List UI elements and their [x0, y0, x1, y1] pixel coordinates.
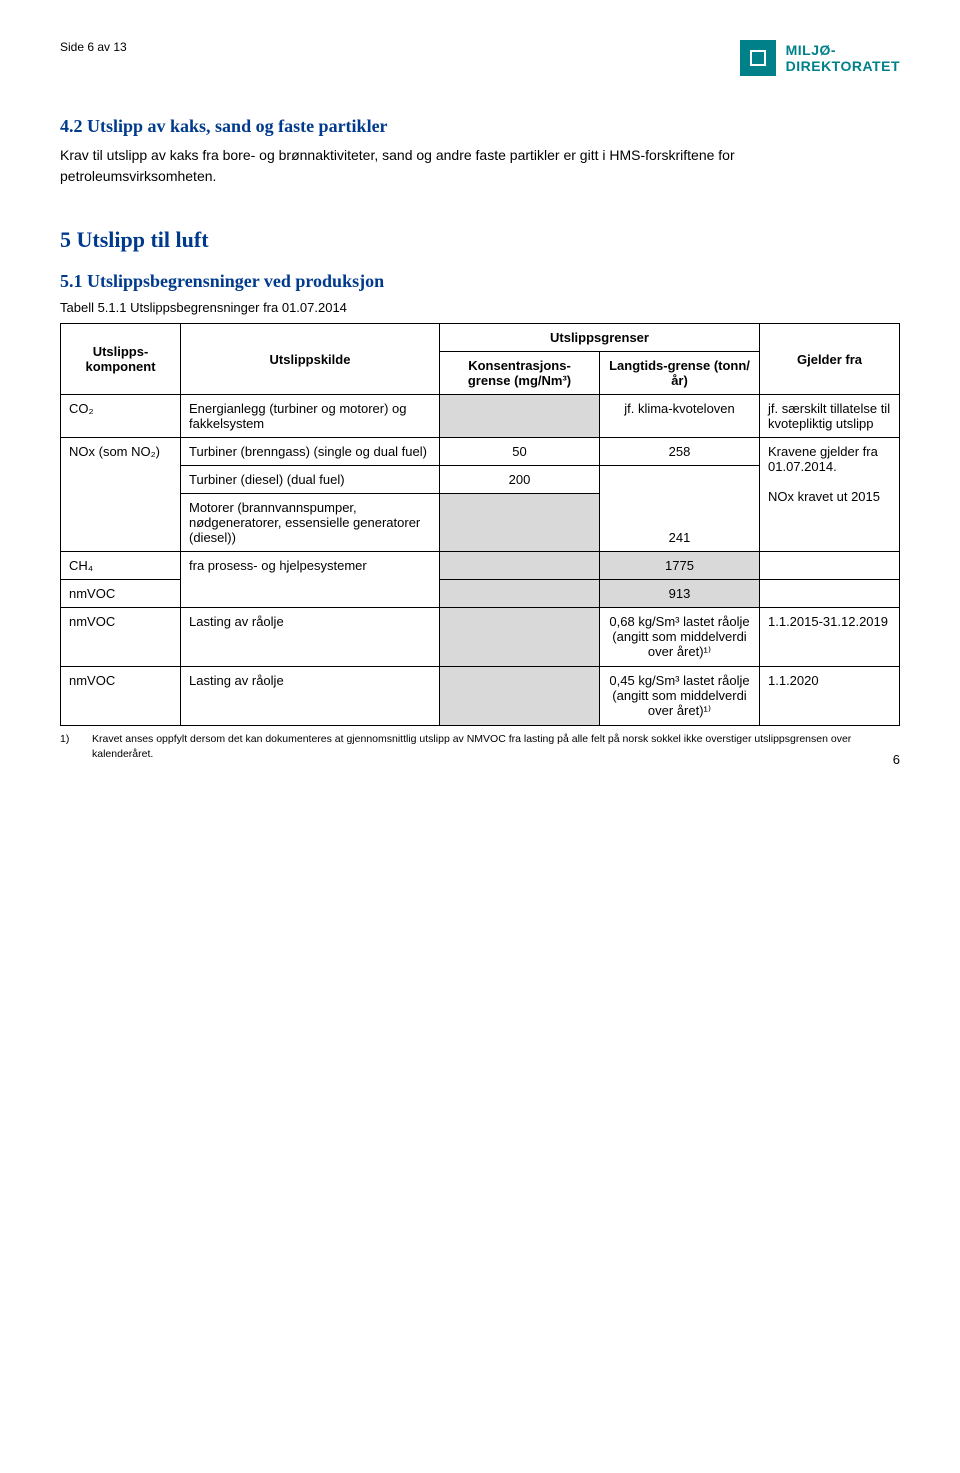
paragraph-4-2: Krav til utslipp av kaks fra bore- og br… — [60, 145, 860, 187]
cell-co2-langtids: jf. klima-kvoteloven — [600, 395, 760, 438]
cell-co2-kons — [440, 395, 600, 438]
cell-ch4-kilde: fra prosess- og hjelpesystemer — [181, 552, 440, 608]
cell-nmvoc3-kons — [440, 667, 600, 726]
cell-co2-gjelder: jf. særskilt tillatelse til kvotepliktig… — [760, 395, 900, 438]
heading-5: 5 Utslipp til luft — [60, 227, 900, 253]
footnote: 1) Kravet anses oppfylt dersom det kan d… — [60, 732, 900, 761]
logo-mark — [740, 40, 776, 76]
th-konsentrasjon: Konsentrasjons-grense (mg/Nm³) — [440, 352, 600, 395]
cell-nmvoc2-gjelder: 1.1.2015-31.12.2019 — [760, 608, 900, 667]
footnote-marker: 1) — [60, 732, 76, 761]
page-reference: Side 6 av 13 — [60, 40, 127, 54]
cell-nox-kilde2: Turbiner (diesel) (dual fuel) — [181, 466, 440, 494]
table-row: nmVOC Lasting av råolje 0,45 kg/Sm³ last… — [61, 667, 900, 726]
cell-nmvoc1-komp: nmVOC — [61, 580, 181, 608]
table-row: CH₄ fra prosess- og hjelpesystemer 1775 — [61, 552, 900, 580]
cell-nox-komp: NOx (som NO₂) — [61, 438, 181, 552]
footnote-text: Kravet anses oppfylt dersom det kan doku… — [92, 732, 900, 761]
cell-nox-gjelder: Kravene gjelder fra 01.07.2014. NOx krav… — [760, 438, 900, 552]
cell-nox-kilde1: Turbiner (brenngass) (single og dual fue… — [181, 438, 440, 466]
cell-nmvoc3-langtids: 0,45 kg/Sm³ lastet råolje (angitt som mi… — [600, 667, 760, 726]
heading-4-2: 4.2 Utslipp av kaks, sand og faste parti… — [60, 116, 900, 137]
th-langtids: Langtids-grense (tonn/år) — [600, 352, 760, 395]
table-row: NOx (som NO₂) Turbiner (brenngass) (sing… — [61, 438, 900, 466]
th-gjelder: Gjelder fra — [760, 324, 900, 395]
cell-nmvoc1-kons — [440, 580, 600, 608]
cell-nmvoc1-gjelder — [760, 580, 900, 608]
cell-nox-lang1: 258 — [600, 438, 760, 466]
cell-nmvoc2-langtids: 0,68 kg/Sm³ lastet råolje (angitt som mi… — [600, 608, 760, 667]
table-caption: Tabell 5.1.1 Utslippsbegrensninger fra 0… — [60, 300, 900, 315]
table-row: nmVOC Lasting av råolje 0,68 kg/Sm³ last… — [61, 608, 900, 667]
cell-ch4-komp: CH₄ — [61, 552, 181, 580]
cell-nmvoc2-kons — [440, 608, 600, 667]
agency-logo: MILJØ- DIREKTORATET — [740, 40, 900, 76]
logo-line-2: DIREKTORATET — [786, 58, 900, 74]
cell-nmvoc2-kilde: Lasting av råolje — [181, 608, 440, 667]
cell-ch4-kons — [440, 552, 600, 580]
cell-nmvoc2-komp: nmVOC — [61, 608, 181, 667]
table-row: CO₂ Energianlegg (turbiner og motorer) o… — [61, 395, 900, 438]
cell-nox-kons1: 50 — [440, 438, 600, 466]
cell-co2-komp: CO₂ — [61, 395, 181, 438]
table-header-row-1: Utslipps-komponent Utslippskilde Utslipp… — [61, 324, 900, 352]
th-kilde: Utslippskilde — [181, 324, 440, 395]
cell-nox-lang3: 241 — [600, 466, 760, 552]
emissions-table: Utslipps-komponent Utslippskilde Utslipp… — [60, 323, 900, 726]
cell-nox-kons3 — [440, 494, 600, 552]
heading-5-1: 5.1 Utslippsbegrensninger ved produksjon — [60, 271, 900, 292]
cell-co2-kilde: Energianlegg (turbiner og motorer) og fa… — [181, 395, 440, 438]
cell-nox-kons2: 200 — [440, 466, 600, 494]
cell-ch4-langtids: 1775 — [600, 552, 760, 580]
cell-nox-kilde3: Motorer (brannvannspumper, nødgeneratore… — [181, 494, 440, 552]
logo-mark-inner — [750, 50, 766, 66]
page-number: 6 — [893, 752, 900, 767]
th-grenser: Utslippsgrenser — [440, 324, 760, 352]
cell-nmvoc3-kilde: Lasting av råolje — [181, 667, 440, 726]
logo-text: MILJØ- DIREKTORATET — [786, 42, 900, 74]
page-header: Side 6 av 13 MILJØ- DIREKTORATET — [60, 40, 900, 76]
cell-nmvoc3-komp: nmVOC — [61, 667, 181, 726]
cell-ch4-gjelder — [760, 552, 900, 580]
cell-nmvoc1-langtids: 913 — [600, 580, 760, 608]
logo-line-1: MILJØ- — [786, 42, 836, 58]
th-komponent: Utslipps-komponent — [61, 324, 181, 395]
cell-nmvoc3-gjelder: 1.1.2020 — [760, 667, 900, 726]
